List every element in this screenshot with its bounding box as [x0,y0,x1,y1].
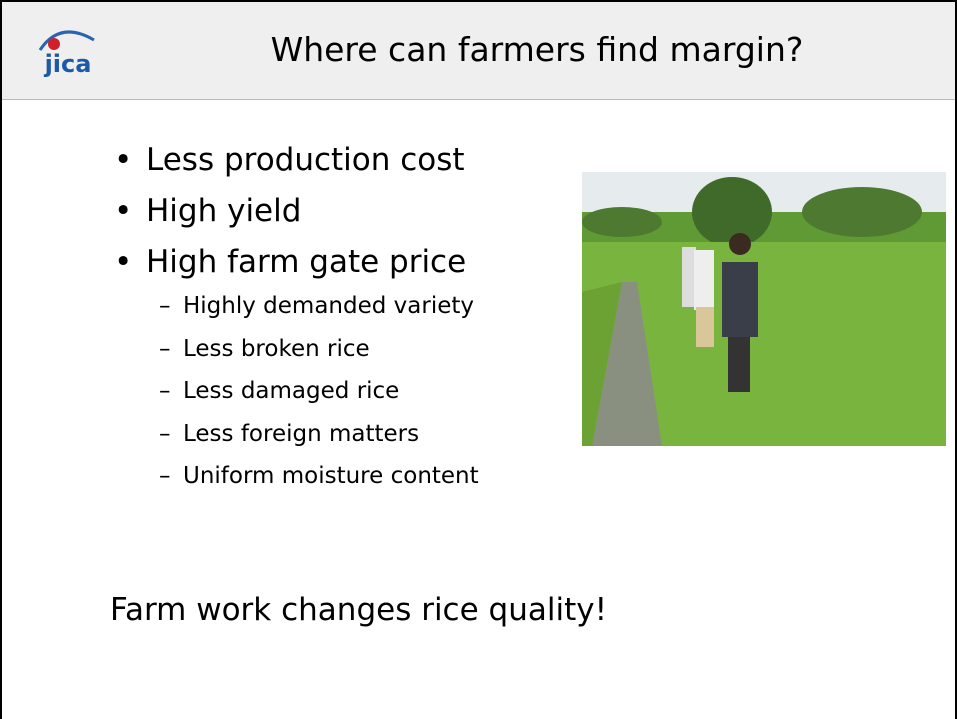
sub-bullet: Less broken rice [159,336,370,362]
logo: JICA [38,30,95,78]
sub-bullet: Highly demanded variety [159,293,474,319]
sub-bullet: Less foreign matters [159,421,419,447]
bullet: High farm gate price [114,244,466,280]
sub-bullet: Less damaged rice [159,378,399,404]
slide-title: Where can farmers find margin? [270,30,804,69]
bullet: High yield [114,193,301,229]
photo [582,172,946,446]
header: JICA Where can farmers find margin? [2,2,955,100]
logo-text: JICA [44,50,92,78]
bullet: Less production cost [114,142,465,178]
sub-bullet: Uniform moisture content [159,463,479,489]
conclusion: Farm work changes rice quality! [110,592,607,628]
